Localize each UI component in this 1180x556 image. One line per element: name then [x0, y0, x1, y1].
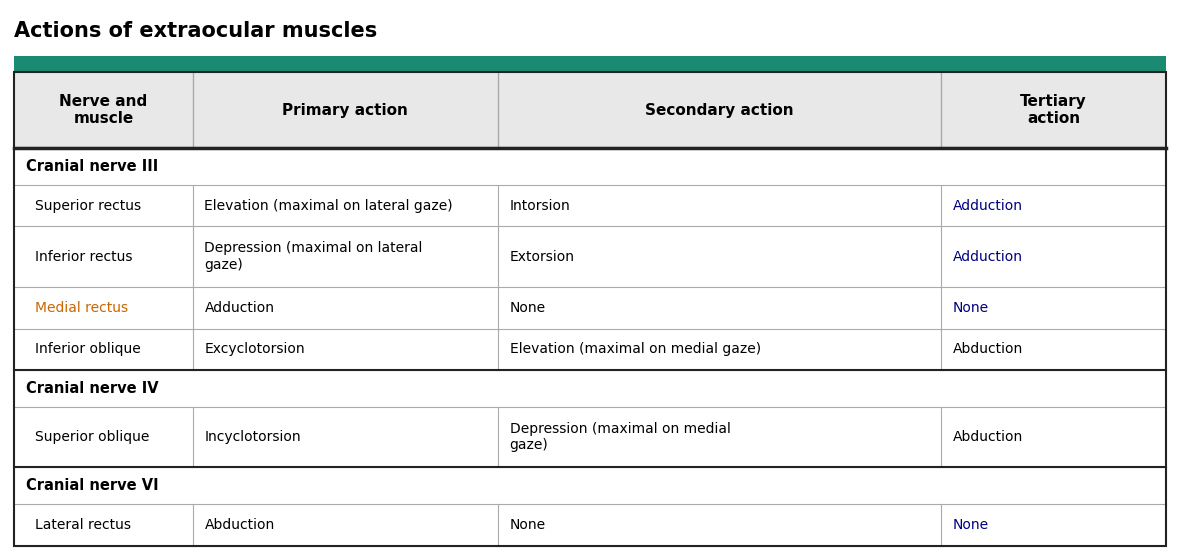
Bar	[14, 56, 1166, 72]
Bar	[14, 185, 1166, 226]
Bar	[14, 407, 1166, 468]
Text: Lateral rectus: Lateral rectus	[35, 518, 131, 532]
Text: Extorsion: Extorsion	[510, 250, 575, 264]
Text: Excyclotorsion: Excyclotorsion	[204, 342, 306, 356]
Text: Actions of extraocular muscles: Actions of extraocular muscles	[14, 21, 378, 41]
Text: Abduction: Abduction	[953, 342, 1023, 356]
Text: Adduction: Adduction	[204, 301, 275, 315]
Text: Superior rectus: Superior rectus	[35, 198, 142, 212]
Text: Abduction: Abduction	[204, 518, 275, 532]
Text: Superior oblique: Superior oblique	[35, 430, 150, 444]
Bar	[14, 287, 1166, 329]
Text: Incyclotorsion: Incyclotorsion	[204, 430, 301, 444]
Text: Secondary action: Secondary action	[645, 102, 794, 117]
Text: None: None	[953, 518, 989, 532]
Text: Medial rectus: Medial rectus	[35, 301, 129, 315]
Text: Elevation (maximal on lateral gaze): Elevation (maximal on lateral gaze)	[204, 198, 453, 212]
Text: Intorsion: Intorsion	[510, 198, 570, 212]
Text: Abduction: Abduction	[953, 430, 1023, 444]
Text: Inferior oblique: Inferior oblique	[35, 342, 142, 356]
Text: Cranial nerve III: Cranial nerve III	[26, 158, 158, 173]
Text: Depression (maximal on lateral
gaze): Depression (maximal on lateral gaze)	[204, 241, 422, 272]
Text: Cranial nerve IV: Cranial nerve IV	[26, 381, 158, 396]
Text: Primary action: Primary action	[282, 102, 408, 117]
Text: None: None	[510, 301, 546, 315]
Text: None: None	[953, 301, 989, 315]
Text: Adduction: Adduction	[953, 250, 1023, 264]
Text: Tertiary
action: Tertiary action	[1021, 94, 1087, 126]
Text: Cranial nerve VI: Cranial nerve VI	[26, 478, 158, 493]
Text: Adduction: Adduction	[953, 198, 1023, 212]
Bar	[14, 468, 1166, 504]
Text: Elevation (maximal on medial gaze): Elevation (maximal on medial gaze)	[510, 342, 761, 356]
Bar	[14, 226, 1166, 287]
Text: None: None	[510, 518, 546, 532]
Bar	[14, 72, 1166, 148]
Text: Depression (maximal on medial
gaze): Depression (maximal on medial gaze)	[510, 422, 730, 453]
Text: Nerve and
muscle: Nerve and muscle	[59, 94, 148, 126]
Bar	[14, 329, 1166, 370]
Bar	[14, 370, 1166, 407]
Bar	[14, 504, 1166, 546]
Bar	[14, 148, 1166, 185]
Bar	[14, 72, 1166, 546]
Text: Inferior rectus: Inferior rectus	[35, 250, 133, 264]
